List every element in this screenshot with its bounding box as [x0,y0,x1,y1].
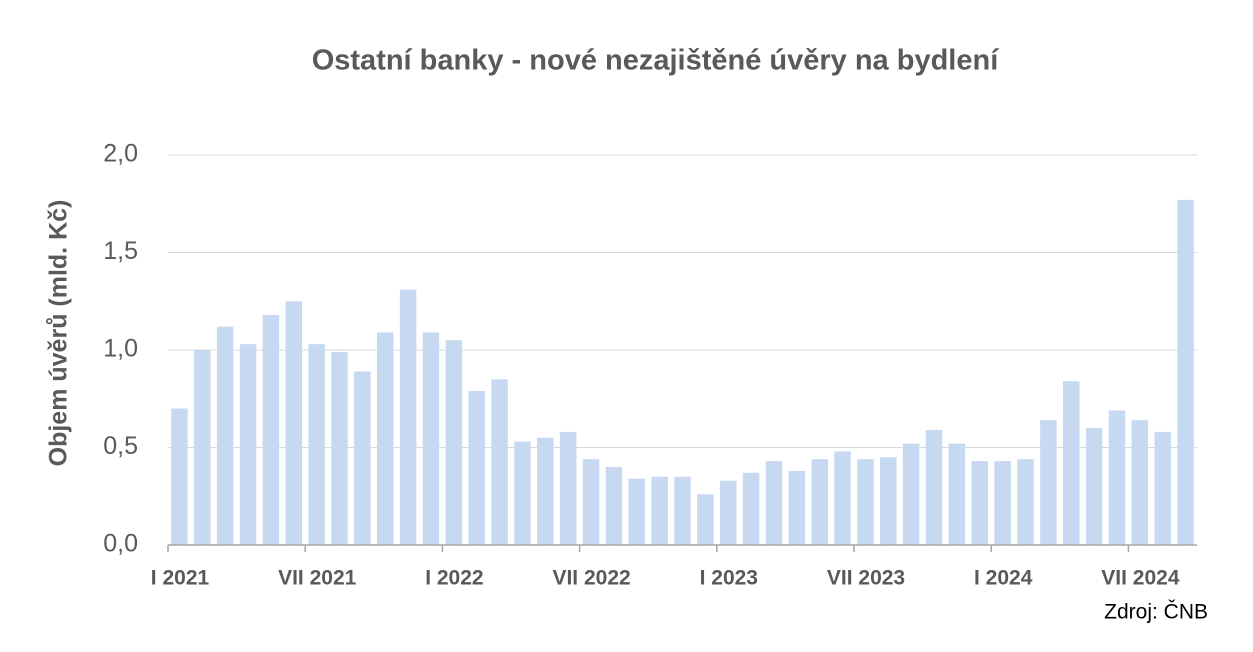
bar [651,476,668,545]
bar [171,408,188,545]
bar [445,340,463,545]
y-tick-label: 0,5 [103,432,138,460]
bar [194,350,211,545]
bar [880,457,897,545]
bar [331,351,348,545]
bar [1085,428,1103,545]
bar [537,437,554,545]
bar [742,472,760,545]
x-tick-label: VII 2024 [1101,567,1180,590]
source-note: Zdroj: ČNB [1104,601,1208,624]
bar [811,459,828,545]
bar [674,476,691,545]
bar [468,390,485,545]
y-axis-label: Objem úvěrů (mld. Kč) [45,200,73,467]
bar [834,451,851,545]
bar [491,379,508,545]
x-tick-label: VII 2022 [552,567,630,590]
chart-title: Ostatní banky - nové nezajištěné úvěry n… [312,45,999,77]
bar [1063,381,1080,545]
bar [857,459,874,545]
bar [1177,199,1194,545]
bar [628,478,645,545]
bar [971,461,988,545]
bar [308,344,325,545]
bar [514,441,531,545]
bar [1154,431,1171,545]
bar [1108,410,1126,545]
bar [948,443,966,545]
x-tick-label: I 2023 [700,567,758,590]
x-tick-label: VII 2021 [278,567,357,590]
x-tick-label: I 2024 [974,567,1033,590]
y-tick-label: 2,0 [103,140,138,168]
bar [605,467,623,545]
bar [902,443,920,545]
bar [239,344,257,545]
bar [1040,420,1057,545]
bar [994,461,1011,545]
x-tick-label: I 2022 [425,567,483,590]
bar [354,371,371,545]
bar [788,470,806,545]
bar [720,480,737,545]
bar [399,289,417,545]
bar [285,301,302,545]
bar [422,332,440,545]
bar [925,429,943,545]
bar [697,494,714,545]
bar [765,461,783,545]
y-tick-label: 1,5 [103,237,138,265]
bar [216,326,234,545]
bar [559,431,577,545]
x-tick-label: VII 2023 [827,567,905,590]
y-tick-label: 0,0 [103,530,138,558]
bar [377,332,394,545]
bar [262,314,280,545]
bar [1131,420,1149,545]
y-tick-label: 1,0 [103,335,138,363]
x-tick-label: I 2021 [151,567,210,590]
bar [582,459,600,545]
bar [1017,459,1034,545]
